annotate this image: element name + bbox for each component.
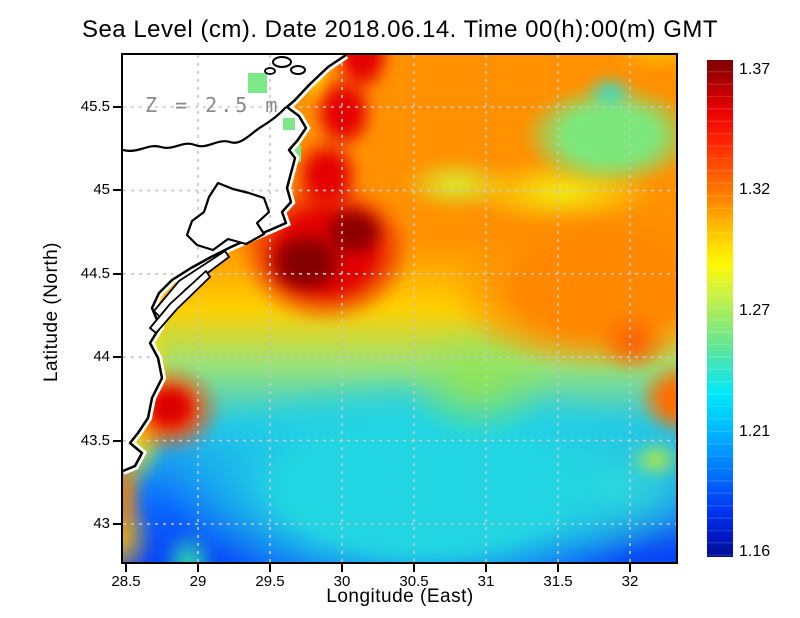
y-tick	[113, 106, 121, 108]
x-tick	[125, 564, 127, 572]
y-tick-label: 44.5	[80, 264, 110, 282]
x-tick	[413, 564, 415, 572]
x-axis-title: Longitude (East)	[326, 586, 474, 607]
island	[290, 65, 306, 75]
plot-title: Sea Level (cm). Date 2018.06.14. Time 00…	[81, 16, 719, 43]
river-line	[123, 106, 287, 152]
x-tick-label: 29.5	[255, 573, 285, 590]
colorbar	[707, 60, 733, 557]
y-tick	[113, 356, 121, 359]
x-tick-label: 28.5	[111, 573, 141, 590]
y-tick	[113, 189, 121, 192]
x-tick	[341, 564, 343, 572]
colorbar-tick-label: 1.37	[739, 60, 771, 78]
x-tick-label: 30	[333, 573, 351, 590]
x-tick-label: 30.5	[399, 573, 429, 590]
y-tick	[113, 439, 121, 442]
y-axis-title: Latitude (North)	[41, 241, 62, 383]
depth-annotation: Z = 2.5 m	[145, 93, 281, 117]
colorbar-tick-label: 1.16	[739, 543, 771, 561]
y-tick-label: 45.5	[80, 98, 110, 115]
x-tick	[197, 564, 199, 572]
y-tick-label: 44	[93, 348, 110, 366]
x-tick-label: 31	[477, 573, 495, 590]
x-tick-label: 31.5	[543, 573, 573, 590]
x-tick	[629, 564, 631, 572]
x-tick-label: 32	[621, 573, 639, 590]
plot-frame: Z = 2.5 m	[121, 53, 678, 564]
lagoon-cell	[283, 118, 295, 130]
island	[272, 56, 292, 68]
y-tick-label: 45	[93, 181, 110, 199]
lagoon-outline	[185, 181, 271, 252]
x-tick	[485, 564, 487, 572]
colorbar-tick-label: 1.21	[739, 422, 771, 440]
y-tick-label: 43.5	[80, 431, 110, 449]
y-tick	[113, 523, 121, 525]
land-area	[123, 55, 346, 471]
island	[264, 67, 276, 75]
colorbar-tick-label: 1.27	[739, 301, 771, 319]
lagoon-cell	[248, 73, 267, 93]
lagoon-strip	[149, 270, 211, 334]
y-tick	[113, 272, 121, 275]
x-tick-label: 29	[189, 573, 207, 590]
coastline-svg	[123, 55, 676, 562]
x-tick	[557, 564, 559, 572]
colorbar-tick-label: 1.32	[739, 181, 771, 199]
y-tick-label: 43	[93, 515, 110, 532]
x-tick	[269, 564, 271, 572]
